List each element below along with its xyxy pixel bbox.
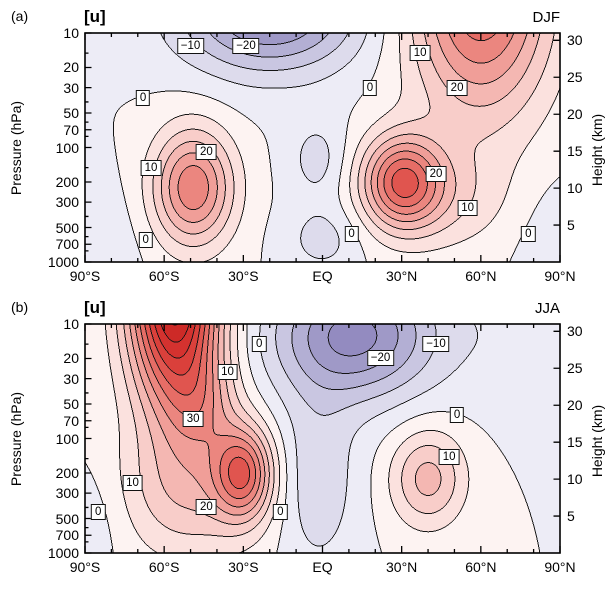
contour-label: 30	[182, 411, 204, 428]
pressure-tick-label: 30	[63, 370, 79, 387]
pressure-axis-title-b: Pressure (hPa)	[8, 391, 24, 487]
height-tick-label: 25	[567, 360, 583, 377]
x-tick-label: 60°S	[148, 559, 180, 575]
contour-label: 10	[457, 200, 479, 217]
contour-label: −20	[366, 350, 395, 367]
x-tick-label: 30°N	[386, 268, 418, 284]
pressure-tick-label: 20	[63, 350, 79, 367]
height-tick-label: 10	[567, 180, 583, 197]
contour-field-djf	[85, 33, 560, 262]
contour-label: 20	[446, 79, 468, 96]
contour-label: 0	[273, 504, 288, 521]
x-tick-label: 90°N	[544, 268, 576, 284]
pressure-tick-label: 700	[55, 527, 79, 544]
x-tick-label: 90°N	[544, 559, 576, 575]
pressure-tick-label: 1000	[47, 545, 79, 561]
x-tick-label: EQ	[312, 268, 333, 284]
contour-label: 10	[217, 363, 238, 380]
x-tick-label: 30°S	[228, 559, 259, 575]
height-tick-label: 5	[567, 508, 575, 525]
x-tick-label: EQ	[312, 559, 333, 575]
pressure-tick-label: 500	[55, 219, 79, 236]
height-tick-label: 5	[567, 217, 575, 234]
pressure-tick-label: 300	[55, 194, 79, 211]
contour-label: 0	[362, 79, 378, 96]
panel-a-letter: (a)	[11, 8, 29, 24]
height-tick-label: 20	[567, 106, 583, 123]
pressure-tick-label: 500	[55, 510, 79, 527]
contour-label: −10	[422, 336, 450, 353]
x-tick-label: 90°S	[69, 268, 101, 284]
x-tick-label: 30°N	[386, 559, 418, 575]
contour-label: −10	[176, 38, 205, 55]
contour-label: 10	[409, 45, 431, 62]
pressure-tick-label: 50	[63, 396, 79, 413]
contour-label: 10	[122, 475, 143, 492]
pressure-tick-label: 20	[63, 59, 79, 76]
contour-label: 20	[195, 144, 217, 161]
height-tick-label: 15	[567, 143, 583, 160]
contour-label: 0	[135, 90, 151, 107]
height-tick-label: 25	[567, 69, 583, 86]
height-tick-label: 30	[567, 32, 583, 49]
panel-a-season-label: DJF	[532, 9, 561, 26]
contour-field-jja	[85, 324, 560, 553]
height-axis-title-b: Height (km)	[589, 404, 605, 478]
height-axis-title-a: Height (km)	[589, 113, 605, 187]
panel-b-variable-title: [u]	[84, 298, 106, 317]
pressure-tick-label: 200	[55, 464, 79, 481]
contour-label: −20	[232, 38, 260, 55]
contour-label: 0	[251, 336, 267, 353]
pressure-tick-label: 1000	[47, 254, 79, 270]
contour-label: 10	[140, 159, 162, 176]
contour-label: 0	[138, 231, 153, 248]
contour-label: 0	[90, 504, 106, 521]
x-tick-label: 90°S	[69, 559, 101, 575]
x-tick-label: 60°N	[465, 268, 497, 284]
x-tick-label: 60°N	[465, 559, 497, 575]
height-tick-label: 10	[567, 471, 583, 488]
contour-label: 0	[344, 226, 359, 243]
contour-label: 20	[195, 499, 217, 516]
contour-label: 0	[521, 226, 536, 243]
panel-b-letter: (b)	[11, 299, 29, 315]
panel-a-variable-title: [u]	[84, 7, 106, 26]
pressure-tick-label: 100	[55, 430, 79, 447]
pressure-tick-label: 300	[55, 485, 79, 502]
pressure-tick-label: 70	[63, 412, 79, 429]
height-tick-label: 15	[567, 434, 583, 451]
pressure-tick-label: 100	[55, 139, 79, 156]
pressure-tick-label: 50	[63, 105, 79, 122]
contour-label: 10	[438, 448, 460, 465]
x-tick-label: 30°S	[228, 268, 259, 284]
contour-label: 20	[425, 165, 447, 182]
pressure-axis-title-a: Pressure (hPa)	[8, 100, 24, 196]
contour-label: 0	[449, 406, 465, 423]
panel-b-season-label: JJA	[534, 300, 560, 317]
height-tick-label: 30	[567, 323, 583, 340]
pressure-tick-label: 200	[55, 173, 79, 190]
pressure-tick-label: 700	[55, 236, 79, 253]
pressure-tick-label: 10	[63, 316, 79, 332]
pressure-tick-label: 10	[63, 25, 79, 41]
pressure-tick-label: 70	[63, 121, 79, 138]
pressure-tick-label: 30	[63, 79, 79, 96]
x-tick-label: 60°S	[148, 268, 180, 284]
height-tick-label: 20	[567, 397, 583, 414]
